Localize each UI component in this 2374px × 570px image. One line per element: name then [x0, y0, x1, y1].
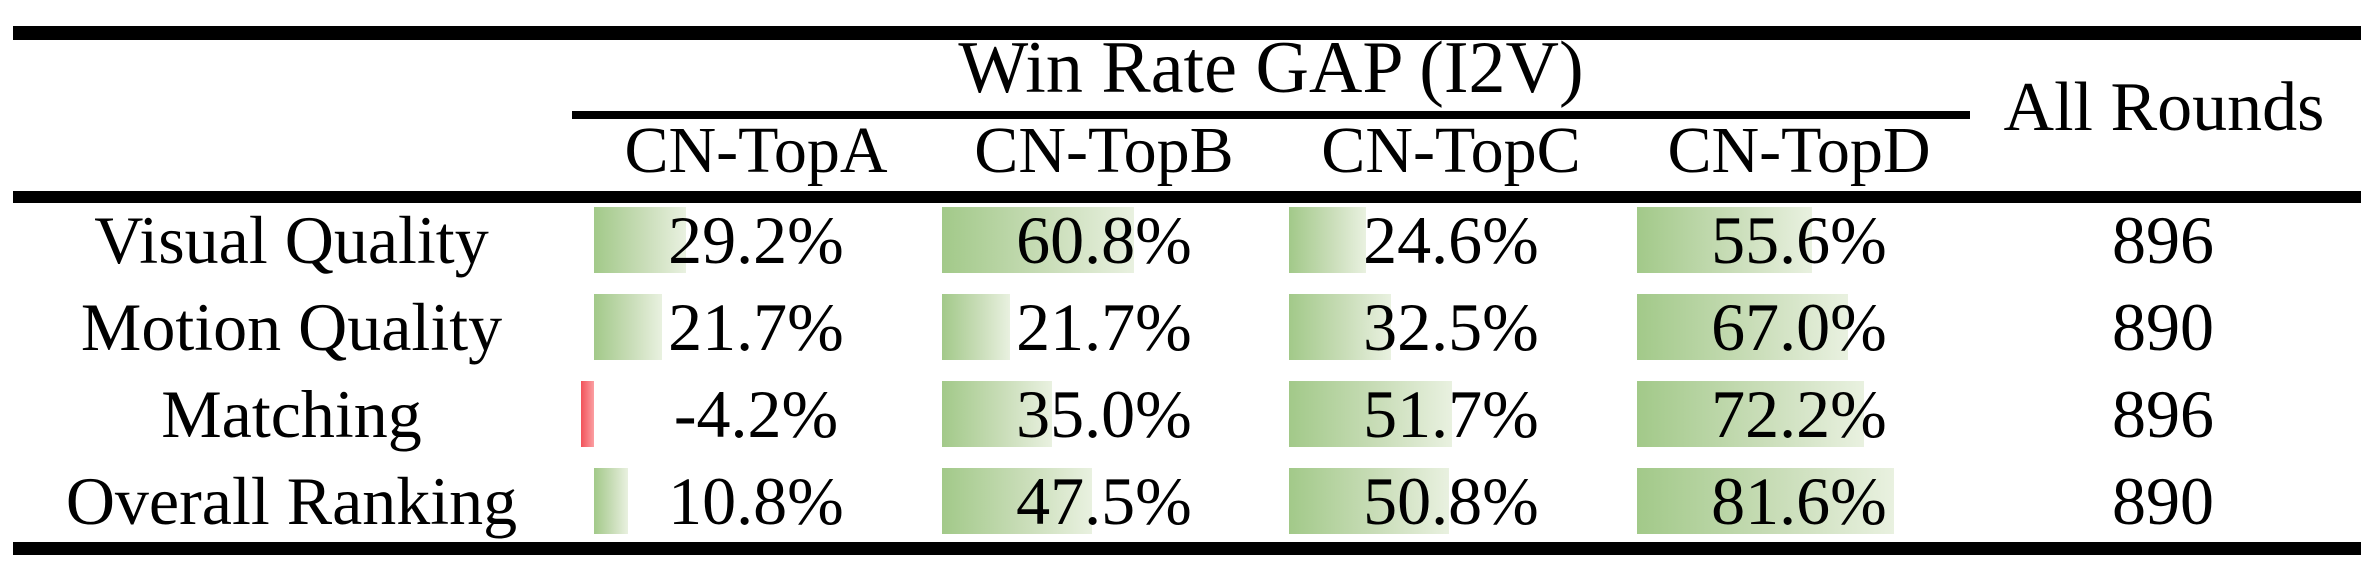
- cell-value: 67.0%: [1711, 289, 1887, 365]
- positive-data-bar: [942, 294, 1011, 360]
- value-cell: 47.5%: [930, 458, 1278, 545]
- cell-value: 21.7%: [1016, 289, 1192, 365]
- cell-value: 50.8%: [1363, 463, 1539, 539]
- column-header-cn-topa: CN-TopA: [624, 114, 888, 187]
- positive-data-bar: [1637, 381, 1865, 447]
- positive-data-bar: [1637, 207, 1813, 273]
- positive-data-bar: [942, 381, 1053, 447]
- row-label: Visual Quality: [94, 202, 489, 278]
- all-rounds-value: 896: [2112, 376, 2214, 452]
- positive-data-bar: [1637, 468, 1895, 534]
- value-cell: -4.2%: [580, 371, 930, 458]
- cell-value: 35.0%: [1016, 376, 1192, 452]
- row-label: Matching: [161, 376, 422, 452]
- all-rounds-value: 890: [2112, 463, 2214, 539]
- positive-data-bar: [594, 468, 629, 534]
- value-cell: 55.6%: [1625, 197, 1973, 284]
- cell-value: 47.5%: [1016, 463, 1192, 539]
- table-bottom-rule: [13, 542, 2361, 555]
- value-cell: 51.7%: [1277, 371, 1625, 458]
- cell-value: -4.2%: [673, 376, 839, 452]
- cell-value: 51.7%: [1363, 376, 1539, 452]
- positive-data-bar: [1637, 294, 1849, 360]
- positive-data-bar: [594, 294, 663, 360]
- cell-value: 10.8%: [668, 463, 844, 539]
- column-header-cn-topb: CN-TopB: [974, 114, 1234, 187]
- table-row: Matching -4.2% 35.0% 51.7% 72.2% 896: [0, 371, 2374, 458]
- cell-value: 21.7%: [668, 289, 844, 365]
- positive-data-bar: [1289, 207, 1367, 273]
- table-top-rule: [13, 26, 2361, 40]
- positive-data-bar: [594, 207, 686, 273]
- negative-data-bar: [580, 381, 594, 447]
- cell-value: 72.2%: [1711, 376, 1887, 452]
- value-cell: 10.8%: [582, 458, 930, 545]
- positive-data-bar: [942, 207, 1134, 273]
- group-header-win-rate-gap: Win Rate GAP (I2V): [958, 26, 1584, 109]
- positive-data-bar: [942, 468, 1092, 534]
- value-cell: 67.0%: [1625, 284, 1973, 371]
- positive-data-bar: [1289, 381, 1452, 447]
- group-header-underline-rule: [572, 111, 1970, 119]
- row-label: Overall Ranking: [65, 463, 518, 539]
- cell-value: 60.8%: [1016, 202, 1192, 278]
- value-cell: 21.7%: [582, 284, 930, 371]
- all-rounds-value: 896: [2112, 202, 2214, 278]
- value-cell: 32.5%: [1277, 284, 1625, 371]
- value-cell: 81.6%: [1625, 458, 1973, 545]
- value-cell: 72.2%: [1625, 371, 1973, 458]
- table-row: Motion Quality 21.7% 21.7% 32.5% 67.0% 890: [0, 284, 2374, 371]
- value-cell: 29.2%: [582, 197, 930, 284]
- cell-value: 29.2%: [668, 202, 844, 278]
- row-label: Motion Quality: [80, 289, 503, 365]
- value-cell: 24.6%: [1277, 197, 1625, 284]
- value-cell: 21.7%: [930, 284, 1278, 371]
- cell-value: 55.6%: [1711, 202, 1887, 278]
- all-rounds-value: 890: [2112, 289, 2214, 365]
- positive-data-bar: [1289, 468, 1450, 534]
- table-row: Visual Quality 29.2% 60.8% 24.6% 55.6% 896: [0, 197, 2374, 284]
- positive-data-bar: [1289, 294, 1392, 360]
- column-header-cn-topc: CN-TopC: [1321, 114, 1581, 187]
- column-header-all-rounds: All Rounds: [2003, 69, 2325, 146]
- cell-value: 81.6%: [1711, 463, 1887, 539]
- value-cell: 50.8%: [1277, 458, 1625, 545]
- value-cell: 60.8%: [930, 197, 1278, 284]
- table-row: Overall Ranking 10.8% 47.5% 50.8% 81.6% 890: [0, 458, 2374, 545]
- value-cell: 35.0%: [930, 371, 1278, 458]
- cell-value: 24.6%: [1363, 202, 1539, 278]
- column-header-cn-topd: CN-TopD: [1667, 114, 1931, 187]
- table-header-rule: [13, 191, 2361, 203]
- cell-value: 32.5%: [1363, 289, 1539, 365]
